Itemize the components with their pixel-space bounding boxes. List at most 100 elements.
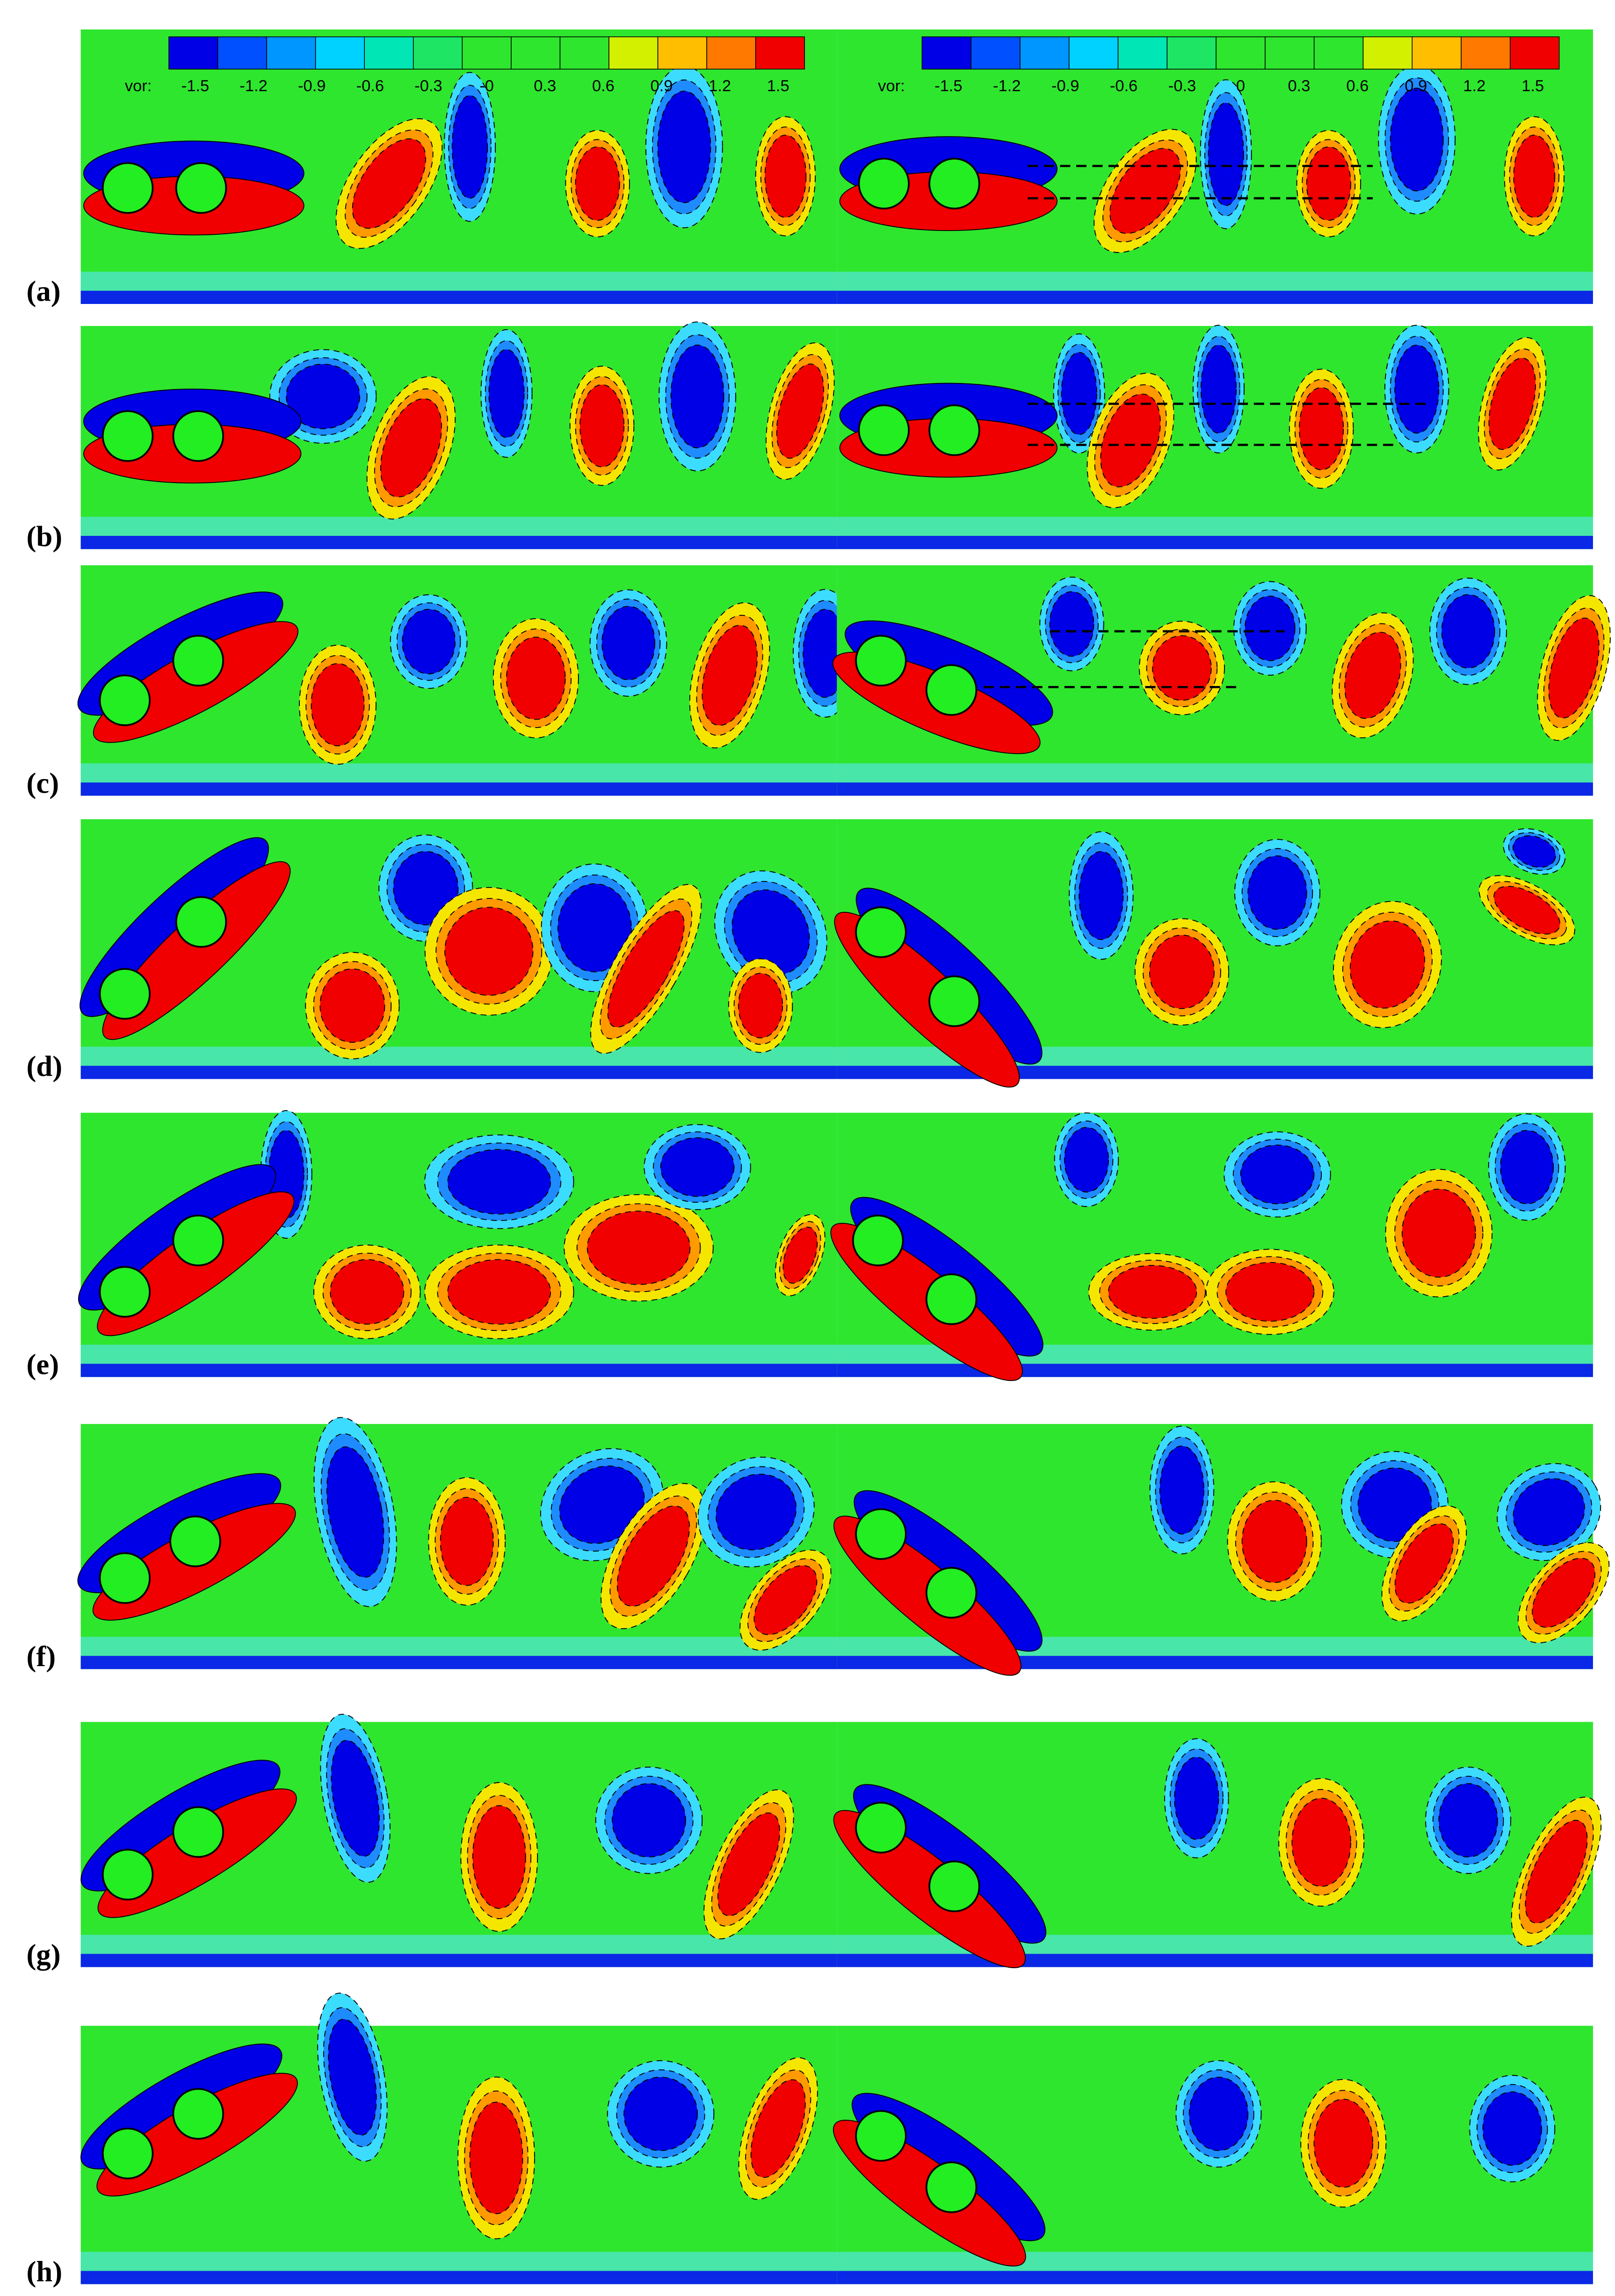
wall-layer: [837, 2252, 1593, 2273]
wall-layer: [837, 271, 1593, 292]
wall-layer: [80, 1935, 837, 1956]
vortex: [311, 663, 365, 746]
cylinder: [101, 162, 154, 214]
colorbar-swatch: [1020, 36, 1070, 70]
wall-layer: [837, 1066, 1593, 1079]
flow-frame: [837, 325, 1593, 549]
vortex: [557, 883, 632, 973]
flow-frame: [80, 819, 837, 1079]
panel-label: (a): [27, 275, 61, 308]
flow-frame: [833, 1424, 1610, 1676]
wall-layer: [837, 1954, 1593, 1967]
vortex: [738, 973, 783, 1039]
colorbar-tick-label: -1.2: [239, 77, 267, 95]
colorbar-swatch: [1313, 36, 1364, 70]
vortex: [1064, 1127, 1109, 1193]
vortex: [716, 1473, 797, 1551]
vortex: [1513, 135, 1556, 218]
vortex: [1245, 595, 1296, 661]
wall-layer: [80, 271, 837, 292]
colorbar-swatch: [1068, 36, 1119, 70]
vortex: [326, 1446, 384, 1578]
vortex: [1247, 855, 1307, 930]
vortex: [328, 2019, 377, 2136]
colorbar-swatch: [1117, 36, 1168, 70]
colorbar-tick-label: 0.3: [534, 77, 556, 95]
vortex: [750, 2079, 806, 2178]
colorbar-swatch: [559, 36, 609, 70]
flow-frame: [830, 1112, 1593, 1381]
colorbar-tick-label: 1.2: [1463, 77, 1485, 95]
cylinder: [169, 1516, 221, 1567]
vortex: [352, 138, 426, 229]
panel-label: (b): [27, 520, 63, 553]
vortex: [469, 2101, 523, 2214]
cylinder: [99, 1266, 151, 1318]
vortex: [1100, 393, 1161, 488]
vortex: [1241, 1500, 1307, 1583]
vortex: [1240, 1144, 1315, 1205]
wall-layer: [80, 782, 837, 796]
vortex: [657, 90, 711, 203]
wall-layer: [837, 1656, 1593, 1669]
vortex: [286, 363, 361, 429]
colorbar-tick-label: 1.2: [709, 77, 731, 95]
vortex: [380, 398, 442, 498]
panel-label: (g): [27, 1938, 61, 1971]
colorbar-swatch: [970, 36, 1021, 70]
wall-layer: [837, 2271, 1593, 2284]
wall-layer: [80, 1954, 837, 1967]
cylinder: [928, 1860, 980, 1913]
vortex: [1049, 591, 1094, 657]
vortex: [623, 2077, 698, 2151]
cylinder: [101, 2128, 154, 2180]
vortex: [1208, 102, 1244, 206]
panel-label: (c): [27, 766, 59, 799]
cylinder: [99, 968, 151, 1020]
cylinder: [925, 664, 978, 716]
colorbar-swatch: [1362, 36, 1413, 70]
flow-frame: [77, 565, 858, 796]
colorbar-tick-label: -0: [479, 77, 494, 95]
wall-layer: [80, 763, 837, 784]
flow-frame: [80, 1993, 837, 2284]
vortex: [670, 344, 724, 448]
vortex: [330, 1259, 405, 1325]
flow-frame: [80, 1713, 837, 1967]
vortex: [472, 1805, 526, 1909]
wall-layer: [80, 1047, 837, 1068]
vortex: [559, 1466, 645, 1544]
vortex: [1349, 920, 1426, 1009]
vortex: [579, 384, 625, 468]
vortex: [660, 1137, 735, 1197]
vortex: [1174, 1756, 1219, 1840]
wall-layer: [80, 1066, 837, 1079]
colorbar-tick-label: 0.6: [1346, 77, 1369, 95]
vortex: [1306, 146, 1351, 221]
vortex: [1079, 851, 1124, 940]
vortex: [607, 910, 685, 1028]
cylinder: [858, 158, 910, 209]
flow-frame: [80, 321, 837, 549]
vortex: [1438, 1783, 1498, 1858]
colorbar-swatch: [1412, 36, 1462, 70]
wall-layer: [80, 2252, 837, 2273]
colorbar-tick-label: -0.3: [1168, 77, 1196, 95]
vortex: [1500, 1130, 1554, 1205]
vortex: [319, 968, 385, 1043]
panel-label: (e): [27, 1348, 59, 1380]
vortex: [1488, 357, 1536, 450]
vortex: [601, 606, 655, 680]
panel-label: (d): [27, 1050, 63, 1083]
vortex: [1357, 1467, 1432, 1542]
vortex: [1512, 835, 1556, 868]
cylinder: [925, 1273, 978, 1325]
colorbar-tick-label: 1.5: [1521, 77, 1544, 95]
vortex: [731, 889, 810, 975]
vortex: [447, 1149, 551, 1215]
vortex: [440, 1497, 494, 1586]
flow-frame: [834, 819, 1593, 1088]
vortex: [1525, 1819, 1588, 1924]
